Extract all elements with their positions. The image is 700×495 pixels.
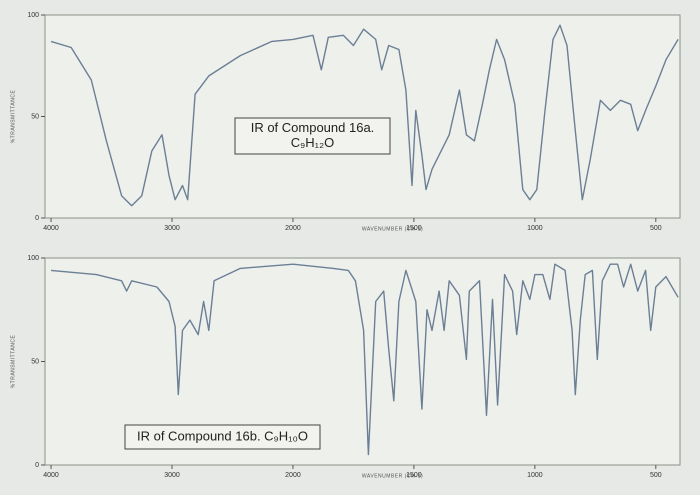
y-tick-label: 50 (31, 358, 39, 365)
annotation-box (124, 424, 321, 450)
y-tick-label: 100 (27, 255, 39, 262)
x-tick-label: 3000 (164, 472, 180, 479)
x-tick-label: 3000 (164, 225, 180, 232)
x-tick-label: 2000 (285, 472, 301, 479)
spectrum-line (50, 24, 679, 207)
x-tick-label: 1500 (406, 472, 422, 479)
y-tick-label: 0 (35, 215, 39, 222)
spectrum-line (50, 263, 679, 456)
y-axis-label: %TRANSMITTANCE (10, 90, 16, 144)
x-tick-label: 1000 (527, 225, 543, 232)
annotation: C₉H₁₂O (291, 135, 334, 150)
annotation: IR of Compound 16b. C₉H₁₀O (137, 428, 308, 443)
x-tick-label: 2000 (285, 225, 301, 232)
y-tick-label: 0 (35, 462, 39, 469)
x-tick-label: 4000 (43, 225, 59, 232)
y-tick-label: 100 (27, 12, 39, 19)
y-axis-label: %TRANSMITTANCE (10, 335, 16, 389)
x-axis-label: WAVENUMBER (CM-1) (362, 226, 423, 232)
x-tick-label: 4000 (43, 472, 59, 479)
x-axis-label: WAVENUMBER (CM-1) (362, 473, 423, 479)
x-tick-label: 1500 (406, 225, 422, 232)
y-tick-label: 50 (31, 113, 39, 120)
annotation: IR of Compound 16a. (251, 120, 375, 135)
annotation-box (234, 117, 391, 155)
x-tick-label: 500 (650, 225, 662, 232)
x-tick-label: 500 (650, 472, 662, 479)
x-tick-label: 1000 (527, 472, 543, 479)
